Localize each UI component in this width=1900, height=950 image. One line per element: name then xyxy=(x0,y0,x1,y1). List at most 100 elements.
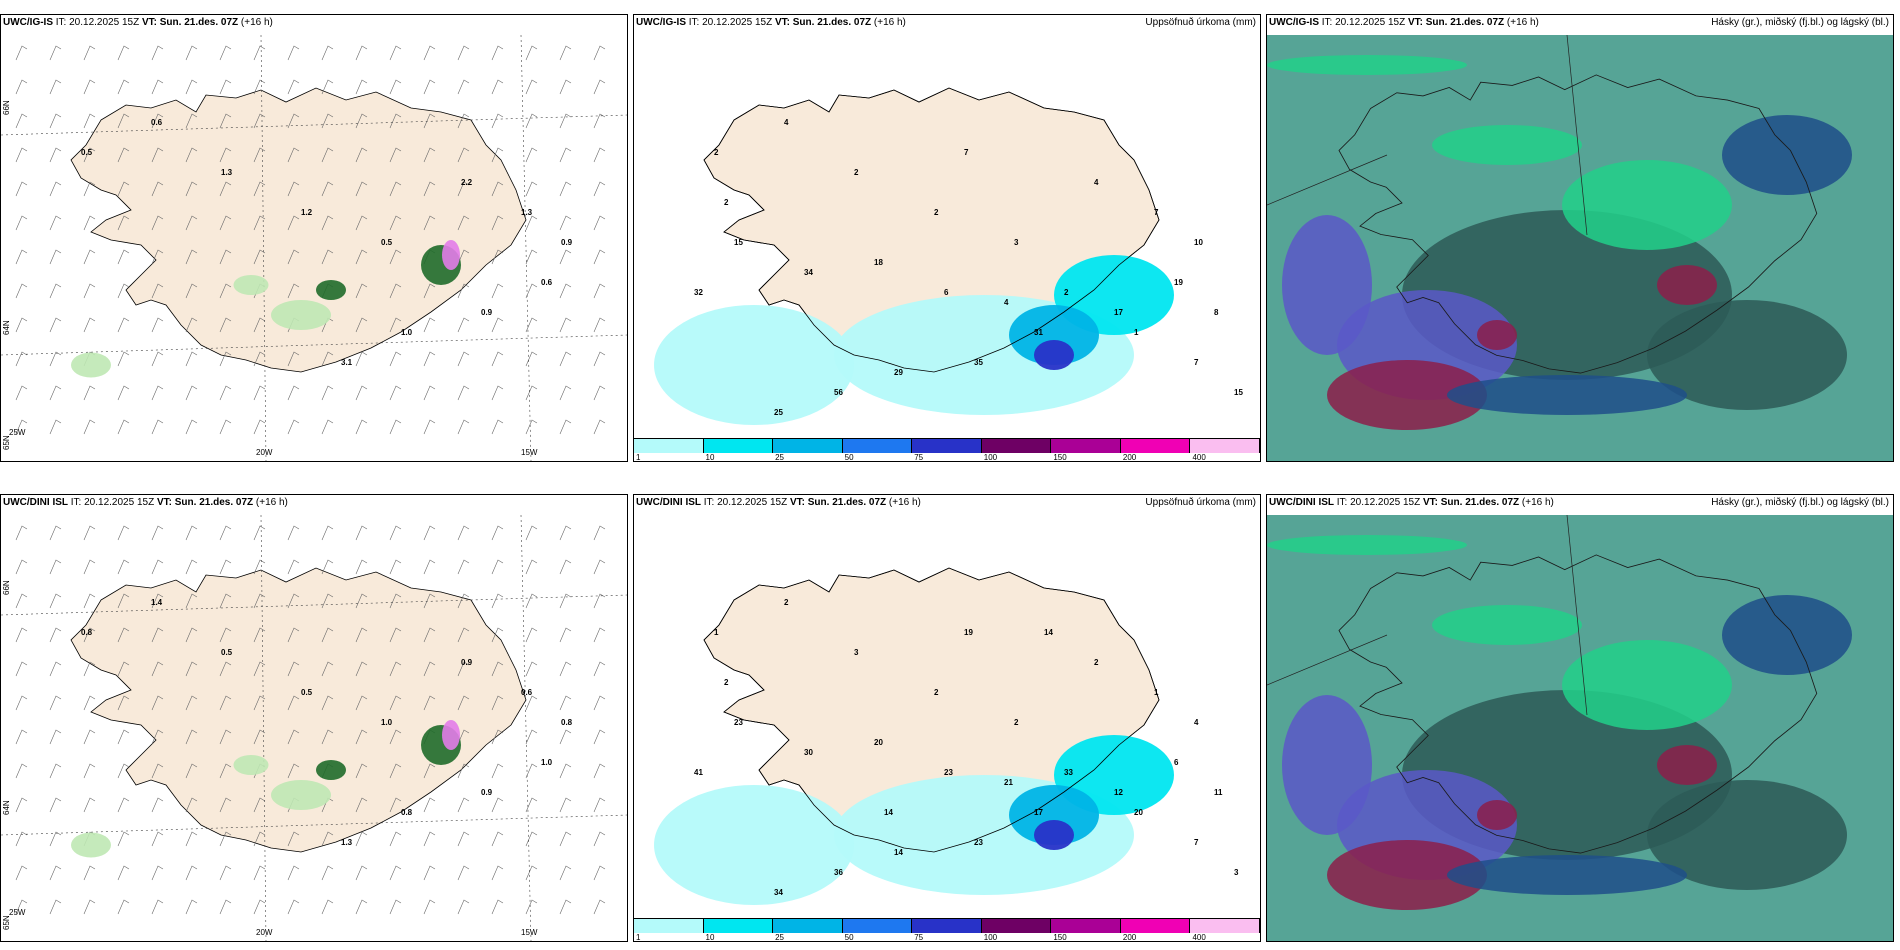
header-vt-value: Sun. 21.des. 07Z xyxy=(174,497,254,508)
wind-barb xyxy=(423,385,436,401)
wind-barb xyxy=(321,147,334,163)
wind-barb xyxy=(593,525,606,541)
wind-barb xyxy=(457,385,470,401)
header-vt-label: VT: xyxy=(141,17,157,28)
wind-barb xyxy=(491,525,504,541)
wind-barb xyxy=(219,899,232,915)
wind-barb xyxy=(491,559,504,575)
precip-area xyxy=(654,305,854,425)
wind-barb xyxy=(117,215,130,231)
header-lead: (+16 h) xyxy=(1521,497,1554,508)
wind-barb xyxy=(83,695,96,711)
wind-barb xyxy=(525,797,538,813)
wind-barb xyxy=(219,525,232,541)
wind-barb xyxy=(321,419,334,435)
wind-barb xyxy=(321,351,334,367)
wind-barb xyxy=(389,113,402,129)
wind-barb xyxy=(457,181,470,197)
wind-barb xyxy=(185,419,198,435)
wind-barb xyxy=(49,695,62,711)
precip-area xyxy=(1034,340,1074,370)
wind-barb xyxy=(525,181,538,197)
value-label: 2 xyxy=(854,168,859,177)
wind-barb xyxy=(49,351,62,367)
header-it-label: IT: xyxy=(703,497,715,508)
wind-barb xyxy=(525,351,538,367)
wind-barb xyxy=(491,661,504,677)
wind-barb xyxy=(219,79,232,95)
latitude-label: 64N xyxy=(2,320,11,335)
value-label: 0.5 xyxy=(81,148,93,157)
map-canvas xyxy=(1267,515,1893,941)
wind-gust-area xyxy=(233,755,269,775)
colorbar-label: 25 xyxy=(775,933,785,942)
wind-barb xyxy=(559,45,572,61)
wind-barb xyxy=(117,899,130,915)
wind-barb xyxy=(117,181,130,197)
wind-barb xyxy=(457,797,470,813)
longitude-line xyxy=(520,35,532,461)
value-label: 19 xyxy=(964,628,973,637)
longitude-label: 20W xyxy=(256,448,273,457)
value-label: 7 xyxy=(964,148,969,157)
colorbar-label: 100 xyxy=(983,453,998,462)
wind-barb xyxy=(457,661,470,677)
wind-barb xyxy=(423,661,436,677)
header-lead: (+16 h) xyxy=(1506,17,1539,28)
wind-barb xyxy=(389,525,402,541)
value-label: 1 xyxy=(1134,328,1139,337)
value-label: 34 xyxy=(774,888,783,897)
wind-barb xyxy=(423,831,436,847)
value-label: 2 xyxy=(724,678,729,687)
wind-barb xyxy=(287,763,300,779)
wind-barb xyxy=(185,899,198,915)
wind-barb xyxy=(355,729,368,745)
value-label: 12 xyxy=(1114,788,1123,797)
wind-barb xyxy=(559,419,572,435)
value-label: 1.0 xyxy=(541,758,553,767)
wind-barb xyxy=(389,831,402,847)
colorbar-swatch xyxy=(703,919,774,933)
wind-barb xyxy=(83,79,96,95)
wind-barb xyxy=(287,215,300,231)
wind-barb xyxy=(219,661,232,677)
wind-barb xyxy=(185,593,198,609)
wind-barb xyxy=(185,525,198,541)
wind-barb xyxy=(423,525,436,541)
wind-barb xyxy=(423,627,436,643)
colorbar-swatch xyxy=(981,439,1052,453)
wind-barb xyxy=(151,627,164,643)
panel-header: UWC/IG-IS IT: 20.12.2025 15Z VT: Sun. 21… xyxy=(1269,17,1539,28)
wind-barb xyxy=(559,729,572,745)
wind-barb xyxy=(117,525,130,541)
colorbar-label: 150 xyxy=(1053,933,1067,942)
wind-barb xyxy=(151,317,164,333)
wind-barb xyxy=(49,797,62,813)
wind-barb xyxy=(15,113,28,129)
wind-barb xyxy=(15,831,28,847)
wind-barb xyxy=(525,831,538,847)
wind-barb xyxy=(15,695,28,711)
colorbar-swatch xyxy=(912,439,982,453)
wind-barb xyxy=(117,147,130,163)
value-label: 29 xyxy=(894,368,903,377)
wind-barb xyxy=(559,593,572,609)
wind-barb xyxy=(593,831,606,847)
value-label: 1.0 xyxy=(401,328,413,337)
map-panel-cloud: UWC/DINI ISL IT: 20.12.2025 15Z VT: Sun.… xyxy=(1266,494,1894,942)
wind-barb xyxy=(49,525,62,541)
value-label: 7 xyxy=(1194,358,1199,367)
value-label: 3 xyxy=(1234,868,1239,877)
wind-barb xyxy=(457,113,470,129)
wind-barb xyxy=(117,385,130,401)
colorbar-swatch xyxy=(1190,439,1260,453)
wind-barb xyxy=(219,385,232,401)
wind-barb xyxy=(83,525,96,541)
wind-barb xyxy=(321,385,334,401)
coastline xyxy=(703,87,1160,373)
wind-barb xyxy=(287,831,300,847)
wind-barb xyxy=(423,79,436,95)
wind-barb xyxy=(593,45,606,61)
colorbar-swatch xyxy=(773,919,843,933)
wind-barb xyxy=(117,763,130,779)
